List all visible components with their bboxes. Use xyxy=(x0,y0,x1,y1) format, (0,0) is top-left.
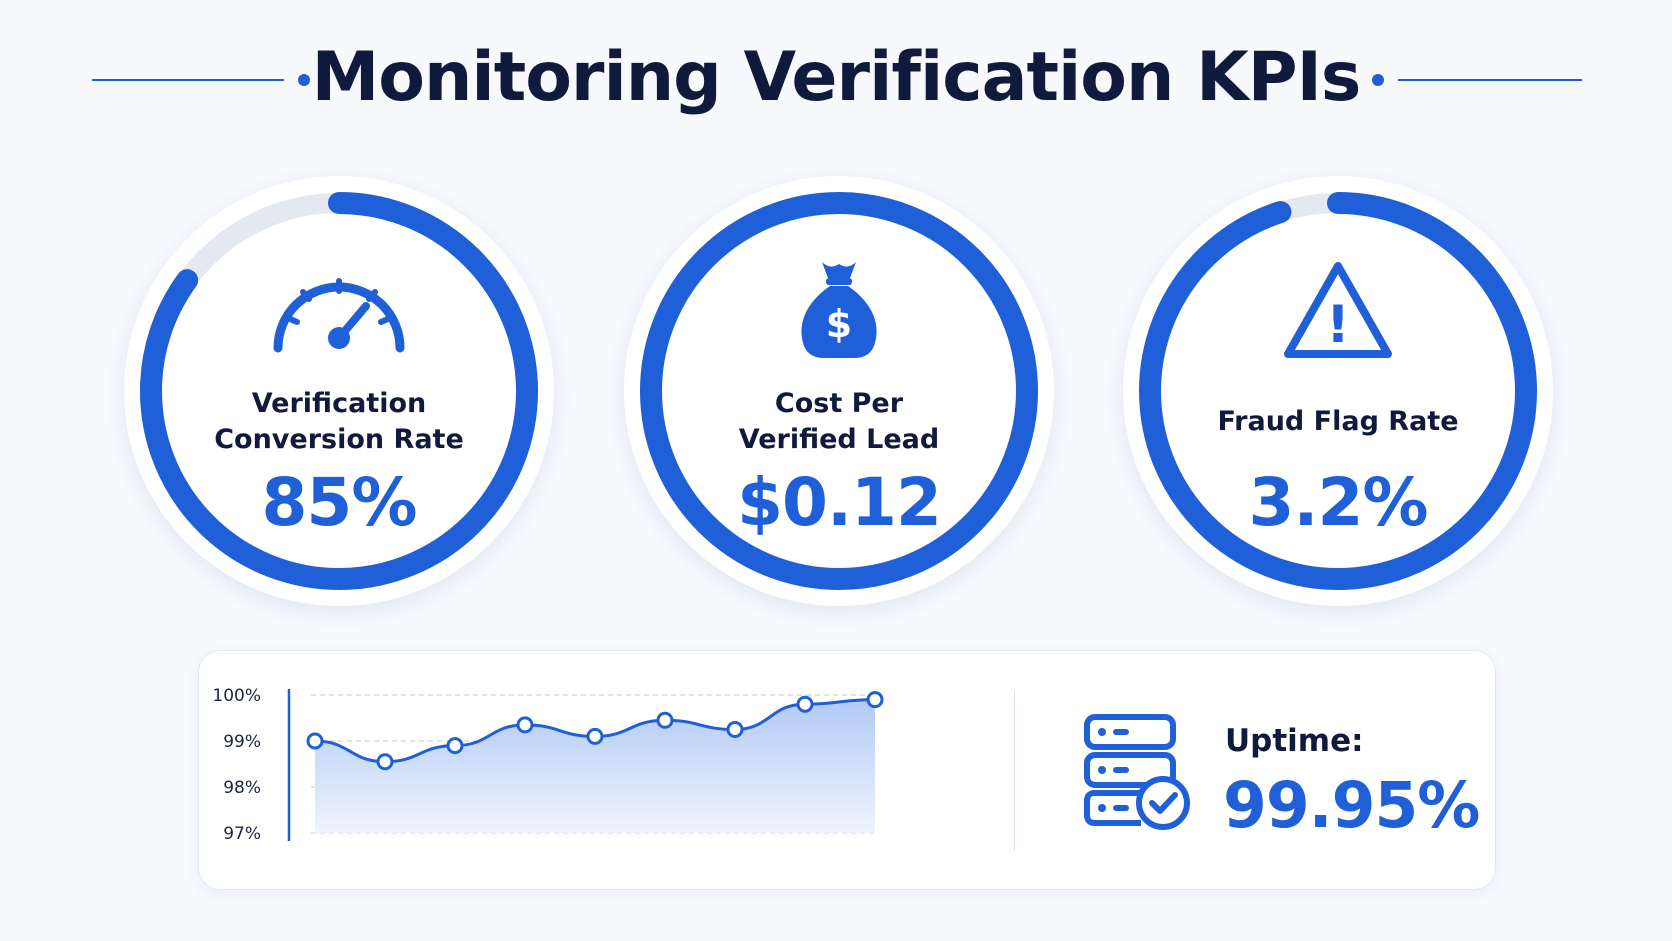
title-dot-right xyxy=(1372,74,1384,86)
uptime-label: Uptime: xyxy=(1225,723,1364,759)
money-bag-symbol: $ xyxy=(826,302,852,346)
ring-progress-arc xyxy=(1139,192,1537,590)
chart-axis: 100% 99% 98% 97% xyxy=(212,686,291,844)
data-point xyxy=(446,737,464,755)
y-tick-label: 97% xyxy=(223,824,261,844)
data-point xyxy=(516,716,534,734)
page-title: Monitoring Verification KPIs xyxy=(311,38,1362,117)
kpi-label-line: Fraud Flag Rate xyxy=(1217,406,1459,437)
ring-progress-arc xyxy=(140,192,538,590)
data-point xyxy=(866,691,884,709)
y-tick-label: 100% xyxy=(212,686,261,706)
kpi-label: Cost Per Verified Lead xyxy=(664,386,1014,458)
uptime-trend-chart: 100% 99% 98% 97% xyxy=(212,686,884,844)
data-point xyxy=(796,695,814,713)
title-rule-right xyxy=(1398,79,1582,81)
kpi-progress-ring xyxy=(640,192,1038,590)
kpi-label-line: Verified Lead xyxy=(738,424,940,455)
kpi-label-line: Verification xyxy=(251,388,427,419)
title-dot-left xyxy=(298,74,310,86)
kpi-label-line: Conversion Rate xyxy=(214,424,464,455)
warning-symbol: ! xyxy=(1326,295,1350,355)
kpi-disc xyxy=(124,176,554,606)
speedometer-icon xyxy=(273,278,405,353)
kpi-card-cost-per-lead: $ Cost Per Verified Lead $0.12 xyxy=(624,176,1054,606)
kpi-label: Fraud Flag Rate xyxy=(1163,404,1513,440)
title-rule-left xyxy=(92,79,284,81)
kpi-progress-ring xyxy=(140,192,538,590)
data-point xyxy=(586,727,604,745)
kpi-value: 85% xyxy=(261,464,418,541)
money-bag-icon: $ xyxy=(801,262,877,358)
series-area xyxy=(315,699,875,833)
warning-triangle-icon: ! xyxy=(1284,262,1392,358)
ring-progress-arc xyxy=(640,192,1038,590)
data-point xyxy=(656,711,674,729)
trend-panel: 100% 99% 98% 97% Uptime: 99.95% xyxy=(198,650,1496,890)
kpi-card-conversion-rate: Verification Conversion Rate 85% xyxy=(124,176,554,606)
kpi-progress-ring xyxy=(1139,192,1537,590)
data-point xyxy=(306,732,324,750)
panel-divider xyxy=(1014,691,1015,851)
data-point xyxy=(726,721,744,738)
kpi-card-fraud-flag-rate: ! Fraud Flag Rate 3.2% xyxy=(1123,176,1553,606)
y-tick-label: 98% xyxy=(223,778,261,798)
kpi-disc xyxy=(1123,176,1553,606)
kpi-value: 3.2% xyxy=(1248,464,1428,541)
uptime-value: 99.95% xyxy=(1223,769,1480,842)
header: Monitoring Verification KPIs xyxy=(0,0,1672,160)
kpi-disc xyxy=(624,176,1054,606)
kpi-label: Verification Conversion Rate xyxy=(164,386,514,458)
chart-series xyxy=(306,691,884,833)
server-check-icon xyxy=(1084,714,1190,830)
kpi-value: $0.12 xyxy=(737,464,942,541)
y-tick-label: 99% xyxy=(223,732,261,752)
kpi-label-line: Cost Per xyxy=(774,388,904,419)
data-point xyxy=(376,753,394,771)
